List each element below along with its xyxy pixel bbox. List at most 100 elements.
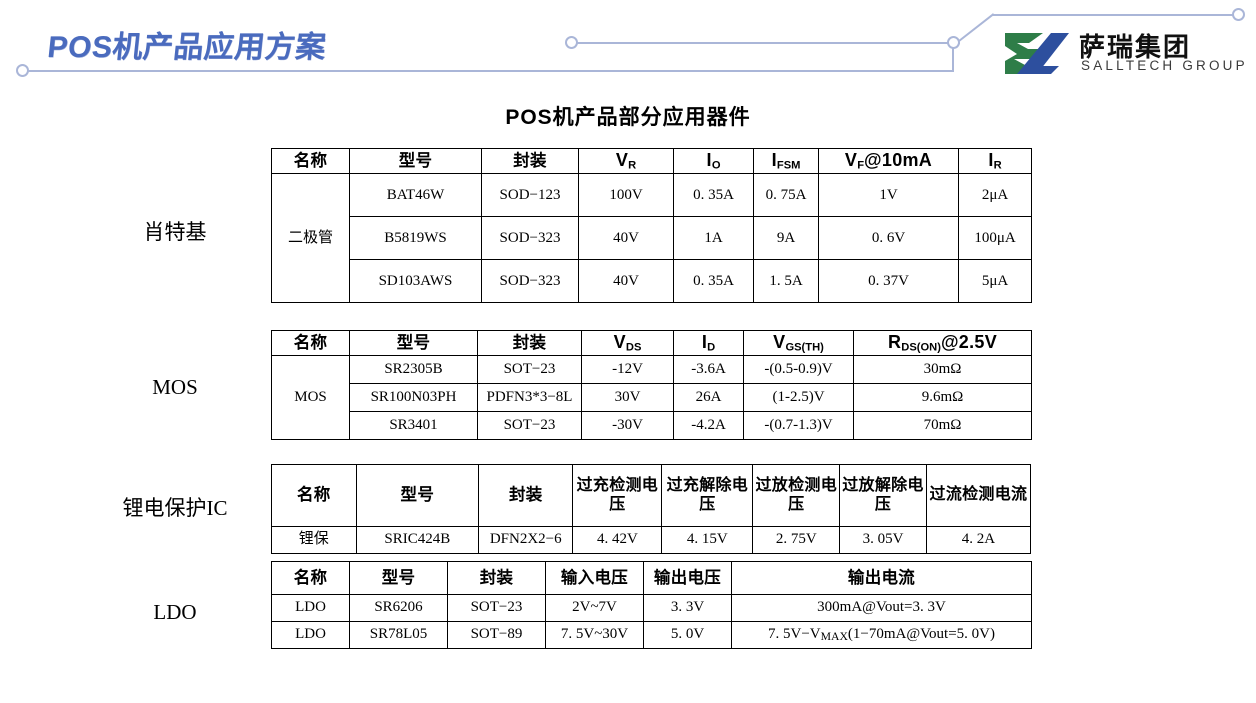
cell-vr: 100V <box>578 173 674 218</box>
col-header-vds: VDS <box>581 329 674 357</box>
cell-io: 0. 35A <box>673 173 754 218</box>
col-header-name: 名称 <box>271 329 350 357</box>
cell-package: SOT−89 <box>447 621 546 649</box>
cell-iout: 7. 5V−VMAX(1−70mA@Vout=5. 0V) <box>731 621 1032 649</box>
cell-oci: 4. 2A <box>925 526 1032 554</box>
page-header: POS机产品应用方案 萨瑞集团 SALLTECH GROUP <box>0 0 1256 92</box>
col-header-name: 名称 <box>271 147 350 175</box>
header-deco-circle-topright <box>1232 8 1245 21</box>
table-schottky-diodes: 名称 型号 封装 VR IO IFSM VF@10mA IR 二极管 BAT46… <box>271 147 1032 304</box>
table-row: SR3401 SOT−23 -30V -4.2A -(0.7-1.3)V 70m… <box>272 411 1032 441</box>
cell-vin: 2V~7V <box>545 594 644 622</box>
col-header-model: 型号 <box>349 329 478 357</box>
cell-id: 26A <box>673 383 744 413</box>
col-header-rdson: RDS(ON)@2.5V <box>853 329 1032 357</box>
col-header-id: ID <box>673 329 744 357</box>
cell-name: 锂保 <box>271 526 357 554</box>
header-deco-diagonal <box>958 13 995 42</box>
cell-ir: 2μA <box>958 173 1032 218</box>
cell-package: SOD−323 <box>481 259 579 304</box>
header-deco-circle-right <box>947 36 960 49</box>
col-header-vgsth: VGS(TH) <box>743 329 854 357</box>
col-header-model: 型号 <box>355 464 480 527</box>
logo-name-en: SALLTECH GROUP <box>1081 58 1248 73</box>
cell-vds: -12V <box>581 355 674 385</box>
col-header-package: 封装 <box>478 464 574 527</box>
cell-vgsth: -(0.7-1.3)V <box>743 411 854 441</box>
cell-rdson: 9.6mΩ <box>853 383 1032 413</box>
cell-vgsth: (1-2.5)V <box>743 383 854 413</box>
table-row: 二极管 BAT46W SOD−123 100V 0. 35A 0. 75A 1V… <box>271 173 1032 304</box>
col-header-vr: VR <box>578 147 674 175</box>
cell-ir: 5μA <box>958 259 1032 304</box>
cell-rdson: 70mΩ <box>853 411 1032 441</box>
cell-ifsm: 9A <box>753 216 819 261</box>
cell-name: LDO <box>271 621 350 649</box>
cell-odr: 3. 05V <box>839 526 927 554</box>
cell-model: SR78L05 <box>349 621 448 649</box>
table-header-row: 名称 型号 封装 输入电压 输出电压 输出电流 <box>271 561 1032 595</box>
category-label-ldo: LDO <box>153 600 197 624</box>
col-header-model: 型号 <box>349 147 482 175</box>
cell-vds: 30V <box>581 383 674 413</box>
category-label-liion: 锂电保护IC <box>122 496 228 520</box>
col-header-package: 封装 <box>447 561 546 595</box>
cell-id: -4.2A <box>673 411 744 441</box>
col-header-overdischarge-detect-voltage: 过放检测电压 <box>752 464 841 527</box>
cell-odd: 2. 75V <box>752 526 841 554</box>
table-row: B5819WS SOD−323 40V 1A 9A 0. 6V 100μA <box>272 216 1032 261</box>
col-header-output-current: 输出电流 <box>731 561 1032 595</box>
row-group-label: MOS <box>271 355 350 441</box>
cell-vds: -30V <box>581 411 674 441</box>
cell-vr: 40V <box>578 216 674 261</box>
cell-package: SOD−323 <box>481 216 579 261</box>
table-row: LDO SR78L05 SOT−89 7. 5V~30V 5. 0V 7. 5V… <box>271 621 1032 649</box>
cell-model: SR3401 <box>349 411 478 441</box>
col-header-ifsm: IFSM <box>753 147 819 175</box>
col-header-overcharge-release-voltage: 过充解除电压 <box>661 464 754 527</box>
table-row: SD103AWS SOD−323 40V 0. 35A 1. 5A 0. 37V… <box>272 259 1032 304</box>
table-row: SR100N03PH PDFN3*3−8L 30V 26A (1-2.5)V 9… <box>272 383 1032 413</box>
cell-name: LDO <box>271 594 350 622</box>
col-header-package: 封装 <box>477 329 582 357</box>
cell-rdson: 30mΩ <box>853 355 1032 385</box>
col-header-io: IO <box>673 147 754 175</box>
cell-model: SR2305B <box>349 355 478 385</box>
table-row: LDO SR6206 SOT−23 2V~7V 3. 3V 300mA@Vout… <box>271 594 1032 622</box>
table-row: MOS SR2305B SOT−23 -12V -3.6A -(0.5-0.9)… <box>271 355 1032 441</box>
table-mosfets: 名称 型号 封装 VDS ID VGS(TH) RDS(ON)@2.5V MOS… <box>271 329 1032 441</box>
table-header-row: 名称 型号 封装 过充检测电压 过充解除电压 过放检测电压 过放解除电压 过流检… <box>271 464 1032 527</box>
cell-vf: 0. 37V <box>818 259 959 304</box>
col-header-name: 名称 <box>271 561 350 595</box>
company-logo: 萨瑞集团 SALLTECH GROUP <box>1003 28 1245 80</box>
cell-model: SRIC424B <box>355 526 480 554</box>
header-deco-circle-left <box>16 64 29 77</box>
col-header-ir: IR <box>958 147 1032 175</box>
row-group-label: 二极管 <box>271 173 350 304</box>
cell-vout: 5. 0V <box>643 621 732 649</box>
cell-vout: 3. 3V <box>643 594 732 622</box>
col-header-overdischarge-release-voltage: 过放解除电压 <box>839 464 927 527</box>
cell-model: SR6206 <box>349 594 448 622</box>
cell-ifsm: 1. 5A <box>753 259 819 304</box>
cell-model: BAT46W <box>349 173 482 218</box>
logo-name-cn: 萨瑞集团 <box>1079 32 1192 62</box>
cell-model: B5819WS <box>349 216 482 261</box>
col-header-output-voltage: 输出电压 <box>643 561 732 595</box>
col-header-package: 封装 <box>481 147 579 175</box>
cell-model: SR100N03PH <box>349 383 478 413</box>
cell-ocr: 4. 15V <box>661 526 754 554</box>
col-header-overcharge-detect-voltage: 过充检测电压 <box>572 464 663 527</box>
table-battery-protection-ic: 名称 型号 封装 过充检测电压 过充解除电压 过放检测电压 过放解除电压 过流检… <box>271 464 1032 554</box>
cell-vgsth: -(0.5-0.9)V <box>743 355 854 385</box>
header-deco-riser <box>952 43 954 72</box>
header-deco-line-lower <box>22 70 954 72</box>
col-header-input-voltage: 输入电压 <box>545 561 644 595</box>
cell-package: SOT−23 <box>477 355 582 385</box>
cell-ifsm: 0. 75A <box>753 173 819 218</box>
header-deco-line-upper <box>572 42 960 44</box>
cell-package: DFN2X2−6 <box>478 526 574 554</box>
category-label-mos: MOS <box>152 375 198 399</box>
col-header-model: 型号 <box>349 561 448 595</box>
col-header-name: 名称 <box>271 464 357 527</box>
